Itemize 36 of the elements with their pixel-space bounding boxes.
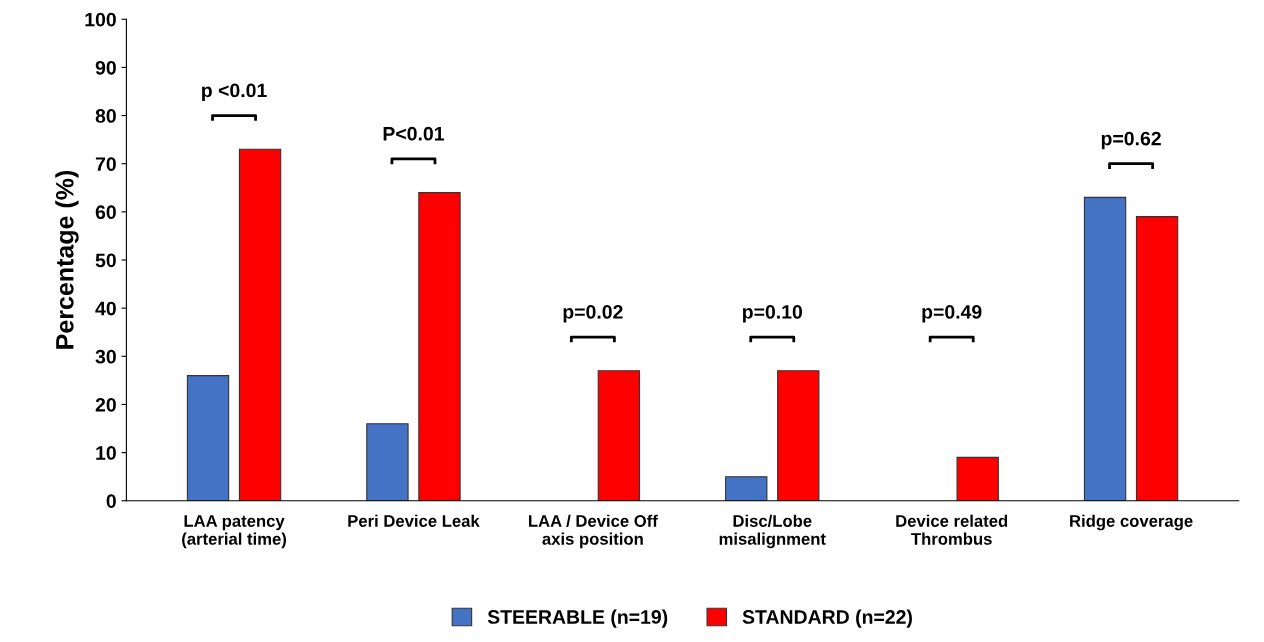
annotation: p=0.62 [1101,131,1161,150]
bar [725,476,768,501]
x-tick-label: Peri Device Leak [348,514,480,527]
y-tick-label: 70 [95,157,116,171]
x-tick-label: Disc/Lobe misalignment [719,514,826,549]
x-tick-label: LAA / Device Off axis position [529,514,658,549]
bar [366,423,409,501]
y-tick-label: 90 [95,60,116,75]
annotation: p=0.49 [922,304,982,323]
bar [186,375,230,501]
annotation: p=0.02 [563,304,623,323]
annotation: p <0.01 [202,83,267,102]
bar [597,370,641,501]
bar [777,370,820,501]
y-tick-label: 40 [95,301,116,316]
y-tick-label: 60 [95,205,116,220]
y-tick-label: 80 [95,109,116,123]
bar [956,456,999,501]
legend-label: STANDARD (n=22) [742,609,912,628]
x-tick-label: LAA patency (arterial time) [182,515,287,549]
y-tick-label: 100 [85,12,116,27]
bar [1135,216,1179,501]
y-tick-label: 0 [106,494,116,508]
annotation: p=0.10 [743,304,803,323]
bar [238,148,282,501]
bar [1083,196,1127,501]
x-tick-label: Ridge coverage [1070,514,1193,531]
legend-label: STEERABLE (n=19) [487,609,668,628]
y-tick-label: 10 [96,446,116,460]
y-tick-label: 20 [95,397,116,412]
y-tick-label: 50 [95,253,116,268]
y-tick-label: 30 [95,349,116,364]
bar [418,192,461,501]
x-tick-label: Device related Thrombus [896,514,1008,545]
annotation: P<0.01 [383,126,444,141]
y-axis-title: Percentage (%) [55,170,79,349]
